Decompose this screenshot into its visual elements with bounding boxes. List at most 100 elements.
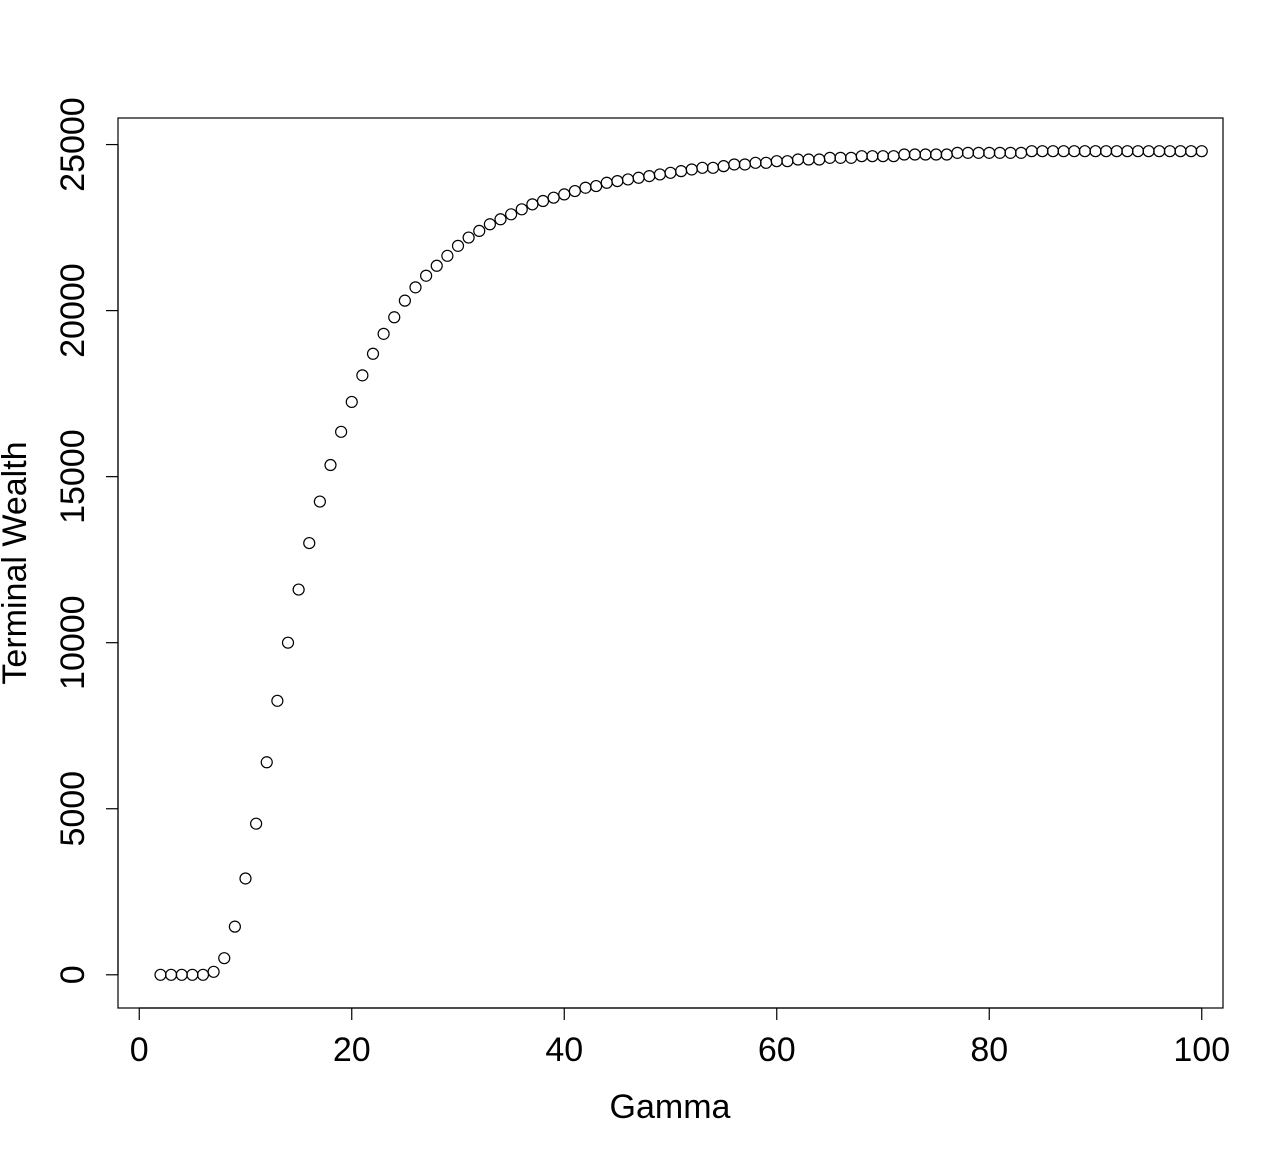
data-point xyxy=(462,231,475,244)
data-point xyxy=(802,153,815,166)
data-point xyxy=(770,155,783,168)
data-point xyxy=(1131,145,1145,158)
data-point xyxy=(377,327,390,340)
data-point xyxy=(972,146,985,159)
data-point xyxy=(154,968,167,981)
data-point xyxy=(303,536,316,550)
plot-frame xyxy=(117,117,1224,1009)
data-point xyxy=(898,148,911,161)
data-point xyxy=(218,952,231,965)
data-point xyxy=(207,965,220,978)
data-point xyxy=(335,425,348,438)
data-point xyxy=(1078,145,1091,158)
data-point xyxy=(653,168,666,181)
data-point xyxy=(1185,145,1198,158)
y-tick-label: 25000 xyxy=(54,97,92,192)
data-point xyxy=(568,184,581,198)
y-tick-label: 10000 xyxy=(54,595,92,690)
data-point xyxy=(919,148,932,161)
data-point xyxy=(1004,146,1017,159)
data-point xyxy=(292,583,305,596)
data-point xyxy=(887,150,900,163)
data-point xyxy=(930,148,943,161)
data-point xyxy=(1036,145,1049,158)
data-point xyxy=(600,176,613,189)
data-point xyxy=(473,224,486,238)
data-point xyxy=(1153,145,1166,158)
data-point xyxy=(675,165,688,178)
data-point xyxy=(1174,145,1187,158)
data-point xyxy=(165,968,178,981)
data-point xyxy=(1015,146,1028,159)
data-point xyxy=(579,181,592,194)
data-point xyxy=(823,151,836,164)
data-point xyxy=(760,156,773,169)
y-axis-label: Terminal Wealth xyxy=(0,441,34,684)
data-point xyxy=(632,171,645,184)
data-point xyxy=(281,636,295,649)
x-axis-label: Gamma xyxy=(610,1088,731,1126)
x-axis: 0 20 40 60 80 100 xyxy=(130,1007,1230,1069)
data-point xyxy=(430,259,443,272)
data-point xyxy=(1057,145,1070,158)
data-point xyxy=(1121,145,1134,158)
data-point xyxy=(781,155,794,168)
data-point xyxy=(1025,145,1038,158)
x-tick-label: 60 xyxy=(758,1031,796,1069)
data-point xyxy=(866,150,879,163)
x-tick-label: 80 xyxy=(970,1031,1008,1069)
data-point xyxy=(813,153,826,166)
data-points xyxy=(154,145,1208,981)
data-point xyxy=(196,968,210,981)
data-point xyxy=(1068,145,1081,158)
data-point xyxy=(409,281,422,294)
data-point xyxy=(1089,145,1102,158)
data-point xyxy=(441,249,454,262)
data-point xyxy=(398,294,411,307)
data-point xyxy=(260,756,273,769)
data-point xyxy=(1046,145,1060,158)
data-point xyxy=(1110,145,1123,158)
data-point xyxy=(696,161,709,174)
data-point xyxy=(1142,145,1155,158)
x-tick-label: 20 xyxy=(333,1031,371,1069)
data-point xyxy=(345,395,358,409)
data-point xyxy=(451,239,465,252)
data-point xyxy=(664,166,677,179)
data-point xyxy=(611,174,624,188)
data-point xyxy=(940,148,953,161)
y-tick-label: 20000 xyxy=(54,263,92,358)
data-point xyxy=(717,160,730,173)
data-point xyxy=(845,151,858,164)
data-point xyxy=(621,173,635,186)
data-point xyxy=(749,156,762,169)
data-point xyxy=(228,920,241,933)
x-tick-label: 40 xyxy=(545,1031,583,1069)
y-tick-label: 5000 xyxy=(54,771,92,847)
data-point xyxy=(483,218,496,231)
data-point xyxy=(706,161,720,174)
data-point xyxy=(271,694,284,707)
data-point xyxy=(175,968,188,981)
data-point xyxy=(685,163,698,176)
data-point xyxy=(1163,145,1176,158)
data-point xyxy=(239,872,252,885)
data-point xyxy=(1195,145,1208,158)
data-point xyxy=(526,198,539,211)
data-point xyxy=(590,179,603,193)
data-point xyxy=(834,151,847,164)
data-point xyxy=(951,146,964,159)
data-point xyxy=(728,158,741,171)
data-point xyxy=(388,311,401,324)
data-point xyxy=(558,188,571,201)
data-point xyxy=(186,968,199,981)
x-tick-label: 0 xyxy=(130,1031,149,1069)
data-point xyxy=(505,208,518,221)
data-point xyxy=(876,150,890,163)
data-point xyxy=(250,817,263,830)
data-point xyxy=(643,170,656,183)
y-tick-label: 15000 xyxy=(54,429,92,524)
y-axis: 0 5000 10000 15000 20000 25000 xyxy=(54,97,119,984)
data-point xyxy=(536,194,550,208)
